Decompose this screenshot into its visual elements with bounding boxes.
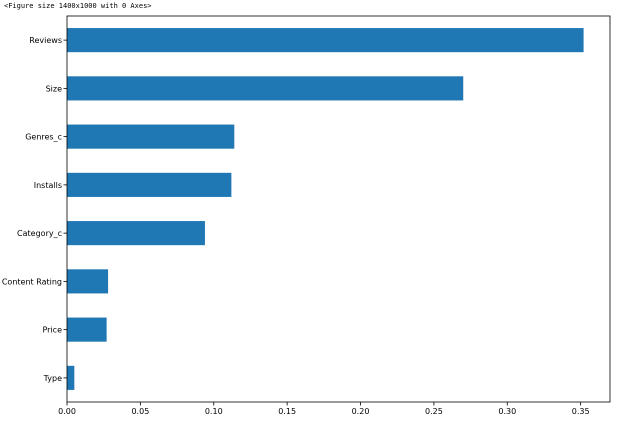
bar-content-rating xyxy=(67,269,109,294)
bar-size xyxy=(67,76,464,101)
x-tick-label: 0.30 xyxy=(498,407,516,416)
bar-reviews xyxy=(67,28,584,53)
x-tick-label: 0.20 xyxy=(352,407,370,416)
y-tick-label-category-c: Category_c xyxy=(17,229,62,238)
bar-type xyxy=(67,365,75,390)
x-tick-label: 0.25 xyxy=(425,407,443,416)
y-tick-label-content-rating: Content Rating xyxy=(2,277,62,286)
bar-price xyxy=(67,317,107,342)
bar-category-c xyxy=(67,221,205,246)
bar-genres-c xyxy=(67,124,235,149)
y-axis-ticks: Reviews Size Genres_c Installs Category_c Con… xyxy=(2,36,67,383)
y-tick-label-reviews: Reviews xyxy=(29,36,62,45)
x-tick-label: 0.05 xyxy=(131,407,149,416)
y-tick-label-type: Type xyxy=(43,374,62,383)
y-tick-label-installs: Installs xyxy=(34,181,62,190)
x-tick-label: 0.00 xyxy=(58,407,76,416)
bars-group xyxy=(67,28,584,390)
x-tick-label: 0.35 xyxy=(572,407,590,416)
figure-caption: <Figure size 1400x1000 with 0 Axes> xyxy=(4,2,152,10)
y-tick-label-price: Price xyxy=(42,326,62,335)
plot-frame xyxy=(66,15,611,403)
x-axis-ticks: 0.00 0.05 0.10 0.15 0.20 0.25 0.30 0.35 xyxy=(58,402,590,416)
y-tick-label-genres-c: Genres_c xyxy=(25,133,62,142)
x-tick-label: 0.10 xyxy=(205,407,223,416)
x-tick-label: 0.15 xyxy=(278,407,296,416)
bar-installs xyxy=(67,172,232,197)
y-tick-label-size: Size xyxy=(46,84,63,93)
